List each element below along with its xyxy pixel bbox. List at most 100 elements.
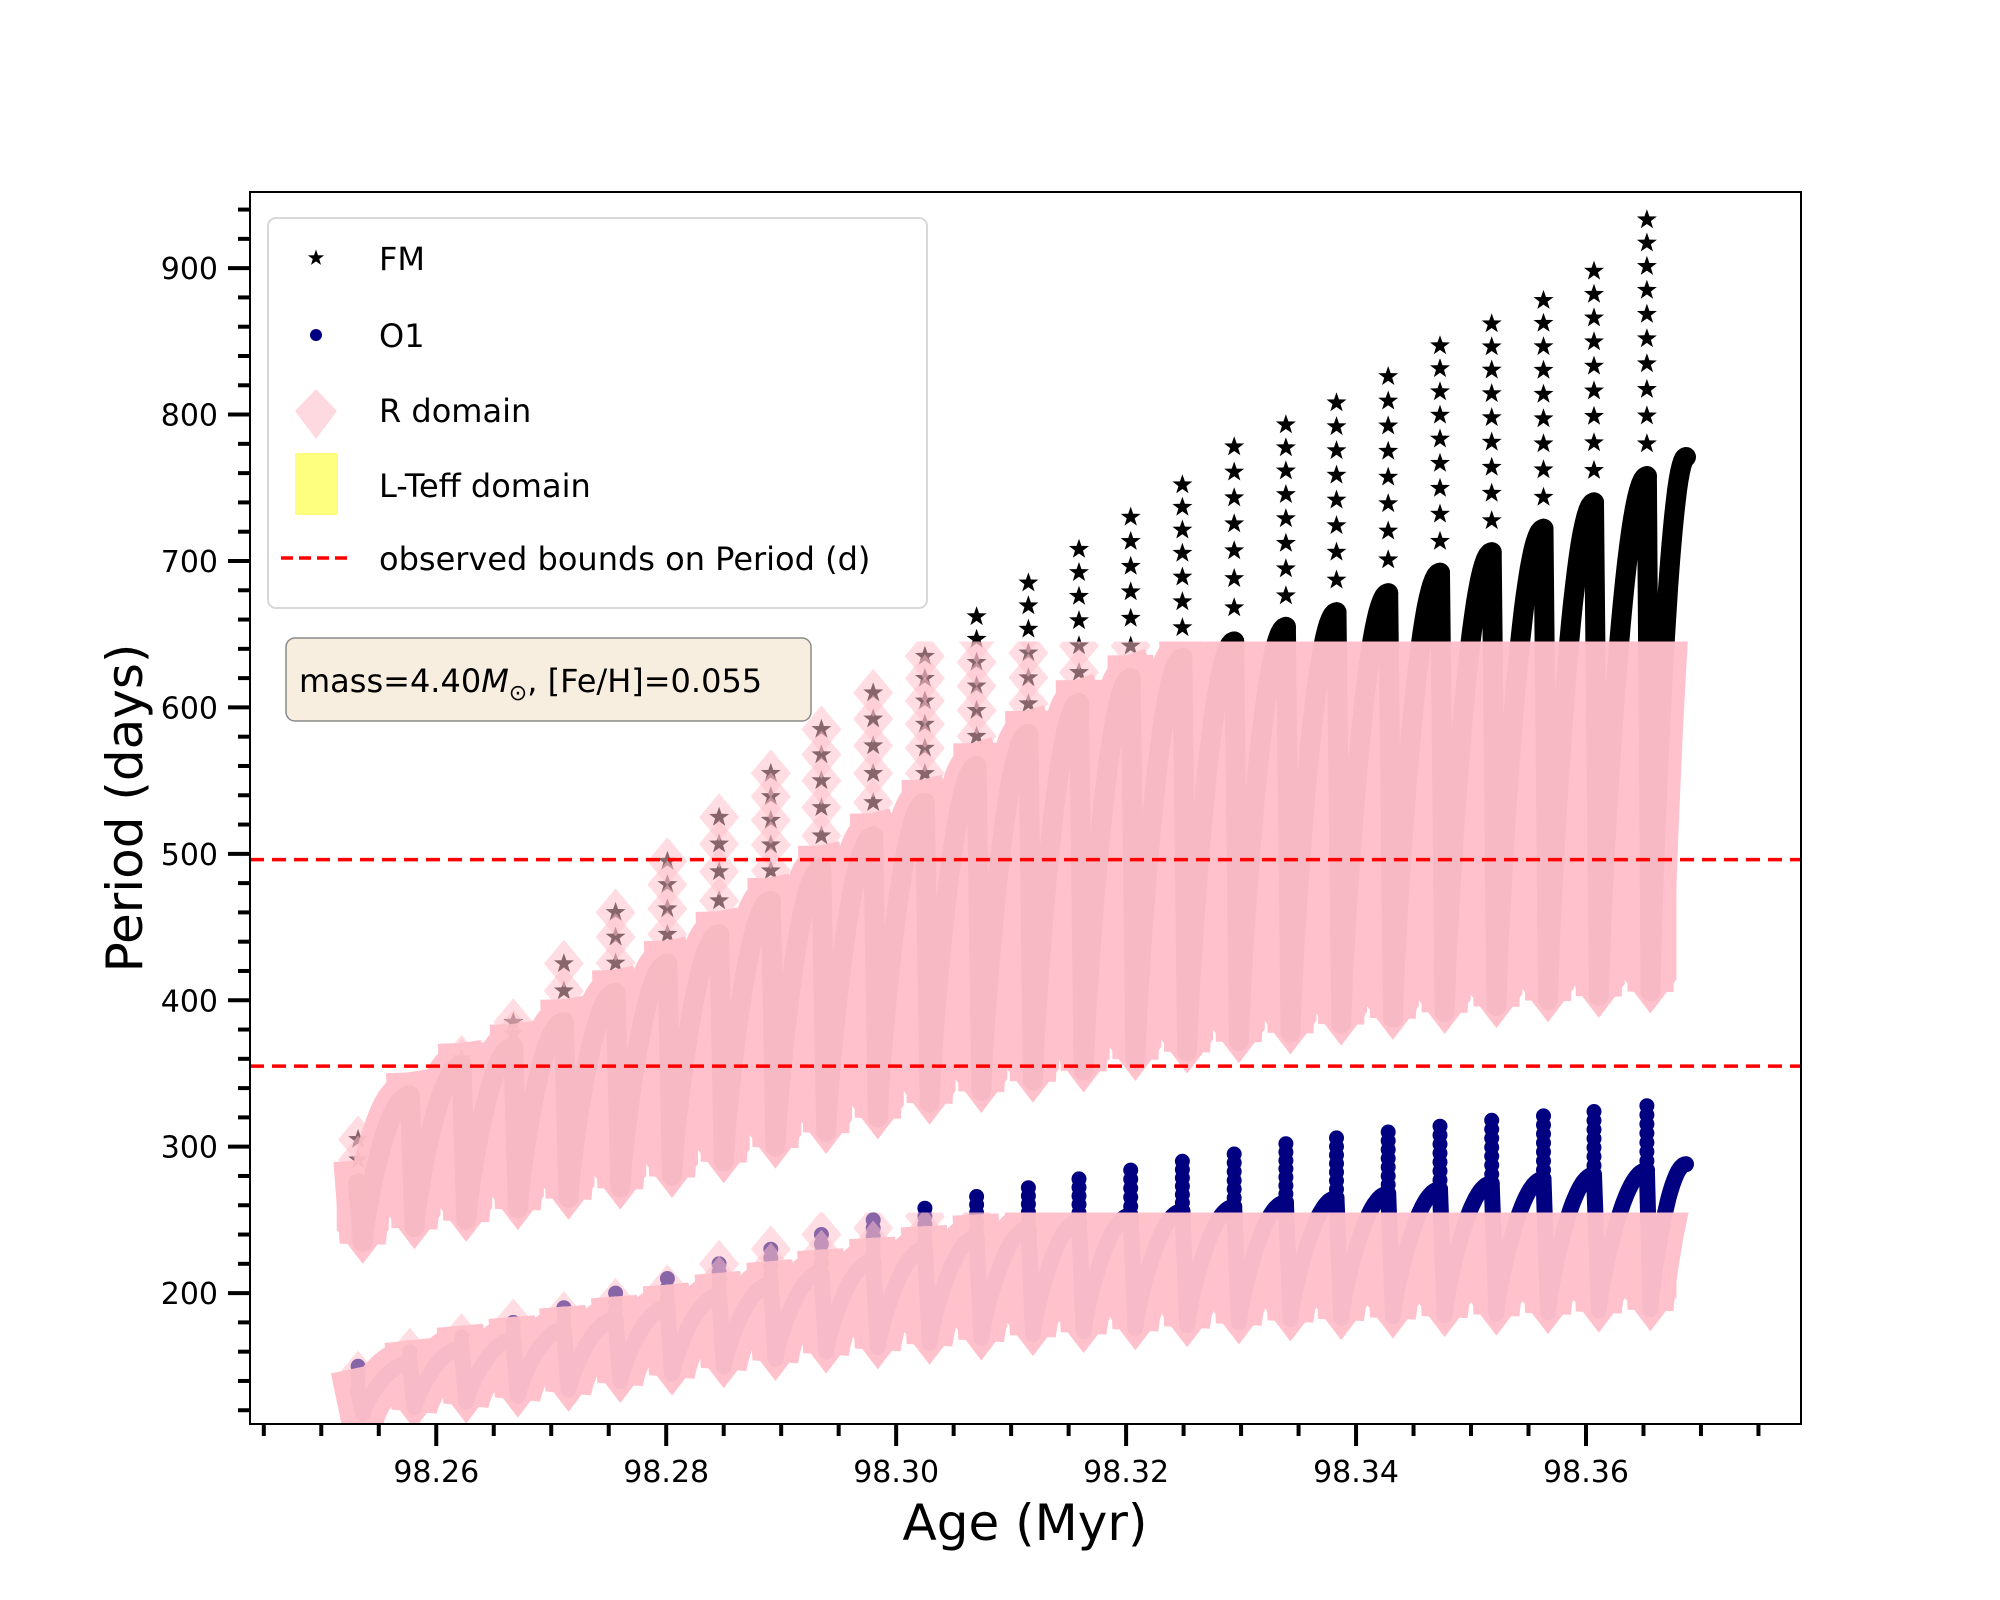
r-domain-diamond (647, 837, 688, 886)
legend-r-domain-diamond-icon (295, 389, 337, 439)
r-domain-fm-column (697, 934, 750, 1184)
r-domain-diamond (1163, 1212, 1202, 1236)
r-domain-diamond (699, 793, 740, 842)
r-domain-o1-column (1109, 1215, 1162, 1351)
r-domain-diamond (1008, 641, 1049, 677)
r-domain-diamond (1384, 1212, 1393, 1218)
y-tick-label: 200 (161, 1277, 218, 1312)
r-domain-fm-column (851, 836, 904, 1140)
r-domain-diamond (853, 721, 894, 770)
mass-metallicity-annotation: mass=4.40M⊙, [Fe/H]=0.055 (285, 637, 812, 722)
r-domain-o1-column (1366, 1212, 1419, 1339)
r-domain-diamond (338, 1115, 379, 1164)
r-domain-diamond (1162, 641, 1203, 682)
r-domain-diamond (1274, 1212, 1298, 1227)
r-domain-o1-column (1057, 1221, 1110, 1354)
r-domain-o1-column (440, 1348, 493, 1424)
r-domain-diamond (1130, 641, 1132, 643)
annotation-prefix: mass=4.40 (299, 662, 481, 700)
r-domain-o1-column (491, 1339, 544, 1418)
r-domain-diamond (595, 913, 636, 962)
o1-dot (1123, 1162, 1139, 1178)
r-domain-fm-column (1057, 703, 1110, 1093)
x-tick-label: 98.36 (1543, 1455, 1629, 1490)
r-domain-fm-column (1572, 641, 1625, 1018)
y-axis-title: Period (days) (96, 644, 154, 973)
r-domain-diamond (595, 938, 636, 987)
legend-label-fm: FM (379, 240, 425, 278)
r-domain-o1-column (1470, 1212, 1523, 1336)
y-tick-label: 600 (161, 691, 218, 726)
y-tick-label: 500 (161, 838, 218, 873)
r-domain-fm-column (749, 900, 802, 1169)
legend-o1-dot-icon (310, 329, 322, 341)
r-domain-fm-column (1315, 641, 1368, 1046)
r-domain-diamond (956, 712, 997, 761)
r-domain-diamond (801, 705, 842, 754)
r-domain-diamond (1174, 641, 1191, 652)
r-domain-diamond (1177, 1212, 1188, 1219)
axes-frame (249, 191, 1802, 1425)
r-domain-diamond (389, 1327, 430, 1376)
r-domain-diamond (750, 1225, 791, 1274)
r-domain-o1-column (749, 1284, 802, 1381)
r-domain-diamond (1022, 1212, 1035, 1220)
r-domain-diamond (750, 876, 791, 925)
r-domain-diamond (699, 847, 740, 896)
r-domain-diamond (1008, 1212, 1049, 1237)
y-tick-label: 300 (161, 1131, 218, 1166)
r-domain-fm-column (1366, 641, 1419, 1040)
r-domain-diamond (853, 778, 894, 827)
legend-label-r-domain: R domain (379, 392, 531, 430)
r-domain-diamond (595, 888, 636, 937)
r-domain-diamond (338, 1350, 379, 1399)
r-domain-fm-column (1418, 641, 1471, 1034)
r-domain-fm-column (1470, 641, 1523, 1029)
r-domain-o1-column (1315, 1212, 1368, 1340)
r-domain-fm-column (1212, 641, 1265, 1064)
r-domain-diamond (1439, 1212, 1441, 1214)
r-domain-diamond (1214, 641, 1255, 666)
r-domain-diamond (699, 1239, 740, 1288)
r-domain-diamond (853, 812, 894, 861)
o1-dot (917, 1200, 933, 1216)
r-domain-diamond (441, 1034, 482, 1083)
x-tick-label: 98.28 (623, 1455, 709, 1490)
o1-dot (969, 1189, 985, 1204)
r-domain-o1-column (542, 1329, 595, 1412)
r-domain-diamond (647, 1264, 688, 1313)
r-domain-o1-column (594, 1319, 647, 1403)
annotation-mass-symbol: M (481, 662, 509, 700)
r-domain-diamond (853, 749, 894, 798)
r-domain-fm-column (388, 1095, 441, 1250)
r-domain-diamond (853, 668, 894, 717)
r-domain-diamond (801, 811, 842, 860)
r-domain-diamond (647, 910, 688, 959)
r-domain-diamond (801, 783, 842, 832)
r-domain-diamond (647, 939, 688, 988)
r-domain-diamond (904, 749, 945, 798)
r-domain-series (330, 641, 1689, 1424)
r-domain-fm-column (1109, 678, 1162, 1081)
r-domain-o1-column (1624, 1212, 1677, 1332)
r-domain-diamond (1018, 641, 1038, 654)
r-domain-fm-column (1264, 641, 1317, 1055)
y-tick-label: 400 (161, 984, 218, 1019)
r-domain-fm-column (800, 868, 853, 1155)
annotation-box (285, 637, 812, 722)
r-domain-diamond (1278, 641, 1294, 651)
r-domain-diamond (493, 998, 534, 1047)
x-tick-label: 98.30 (853, 1455, 939, 1490)
r-domain-diamond (1219, 1212, 1250, 1231)
r-domain-diamond (1008, 709, 1049, 758)
r-domain-fm-column (1624, 641, 1677, 1014)
r-domain-fm-band (333, 641, 1688, 1264)
x-tick-label: 98.32 (1083, 1455, 1169, 1490)
r-domain-diamond (1058, 679, 1099, 728)
legend-frame (267, 217, 928, 609)
r-domain-diamond (801, 844, 842, 893)
o1-dot (1484, 1112, 1500, 1128)
r-domain-diamond (699, 910, 740, 959)
r-domain-o1-column (955, 1237, 1008, 1361)
r-domain-diamond (853, 694, 894, 743)
